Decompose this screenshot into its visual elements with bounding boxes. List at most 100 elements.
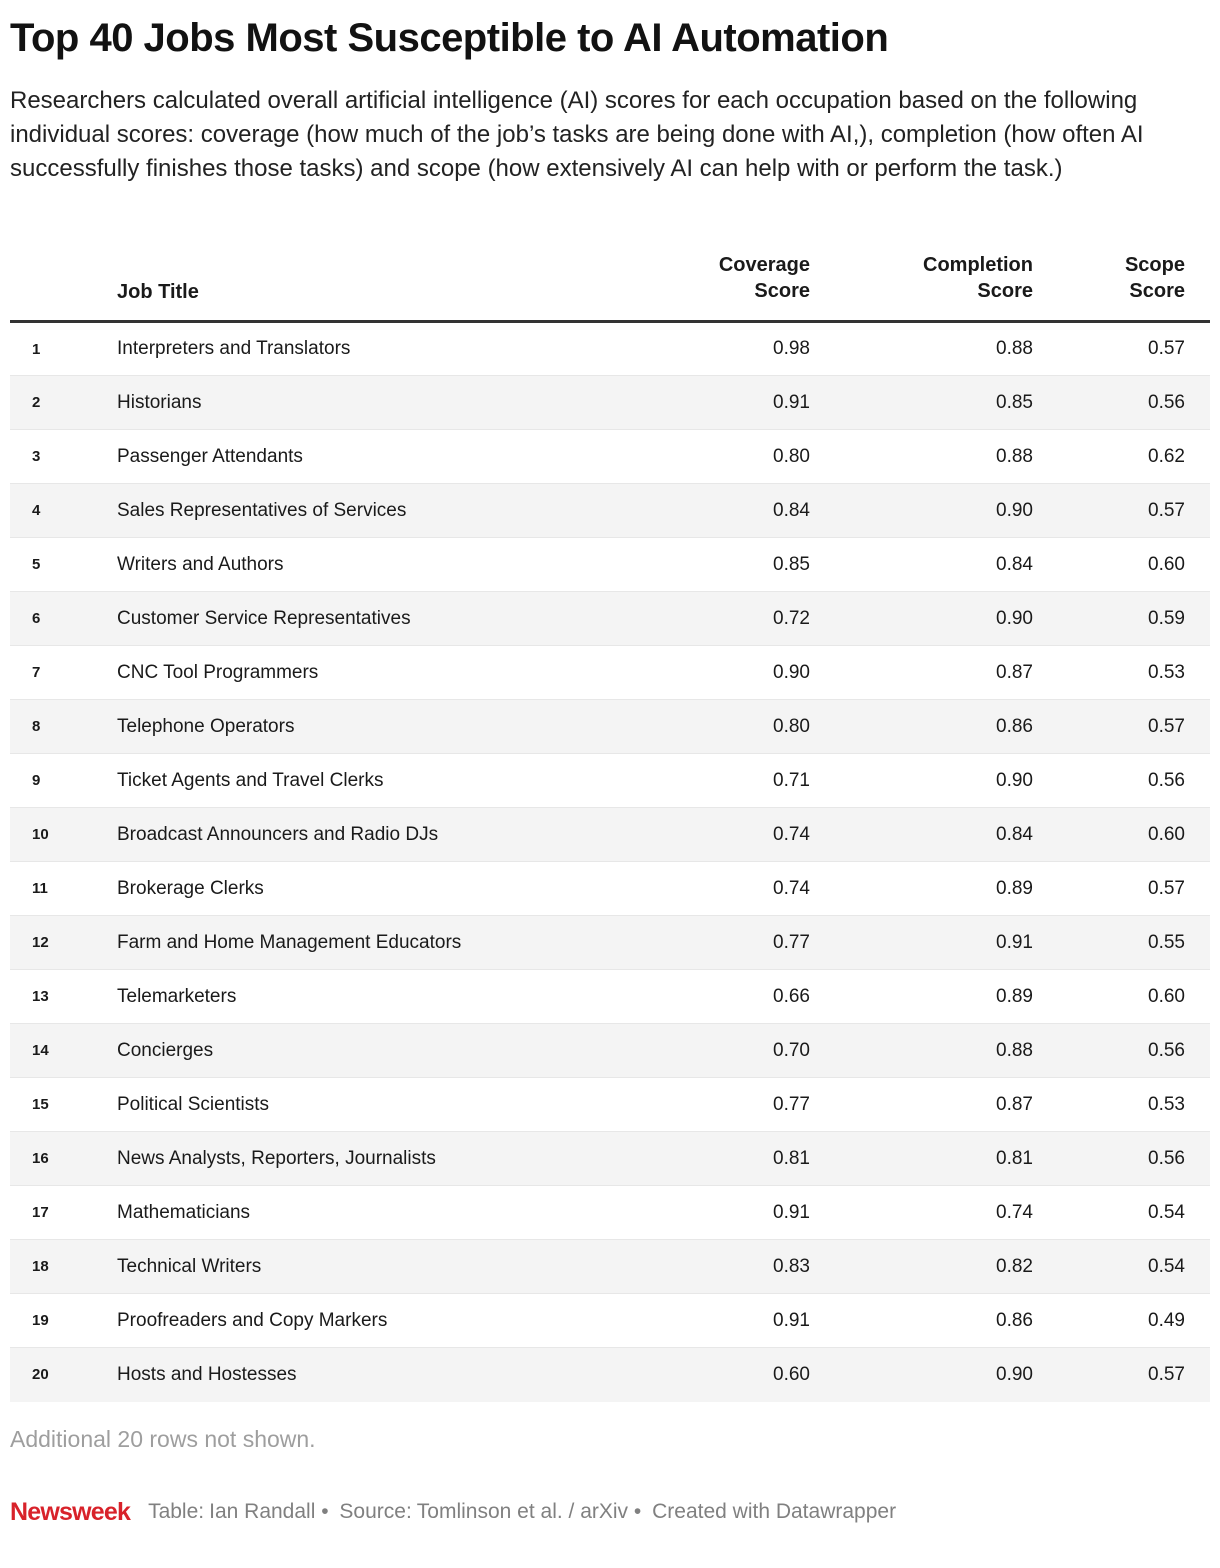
rank-cell: 7 [32,664,41,681]
job-title-cell: CNC Tool Programmers [117,661,319,683]
completion-score-cell: 0.91 [996,931,1033,953]
completion-header-line2: Score [977,280,1033,302]
additional-rows-note: Additional 20 rows not shown. [10,1425,316,1452]
scope-score-cell: 0.56 [1148,1039,1185,1061]
completion-score-column-header: Completion Score [810,206,1033,323]
rank-cell: 17 [32,1204,49,1221]
job-title-cell: Telemarketers [117,985,237,1007]
coverage-header-line2: Score [754,280,810,302]
completion-score-cell: 0.81 [996,1147,1033,1169]
table-row: 8 Telephone Operators 0.80 0.86 0.57 [10,699,1210,754]
coverage-score-cell: 0.91 [773,1201,810,1223]
coverage-score-cell: 0.74 [773,877,810,899]
completion-score-cell: 0.88 [996,445,1033,467]
completion-score-cell: 0.85 [996,391,1033,413]
coverage-score-cell: 0.98 [773,338,810,359]
completion-score-cell: 0.87 [996,1093,1033,1115]
table-row: 16 News Analysts, Reporters, Journalists… [10,1131,1210,1186]
table-credit-link[interactable]: Ian Randall [209,1499,316,1523]
scope-score-cell: 0.56 [1148,391,1185,413]
table-row: 10 Broadcast Announcers and Radio DJs 0.… [10,807,1210,862]
datawrapper-credit-link[interactable]: Created with Datawrapper [652,1499,897,1523]
scope-score-cell: 0.49 [1148,1309,1185,1331]
chart-description: Researchers calculated overall artificia… [10,87,1144,182]
rank-cell: 16 [32,1150,49,1167]
completion-score-cell: 0.90 [996,1363,1033,1385]
coverage-score-cell: 0.60 [773,1363,810,1385]
rank-cell: 11 [32,880,48,897]
jobs-table: Job Title Coverage Score Completion Scor… [10,206,1210,1402]
coverage-score-cell: 0.66 [773,985,810,1007]
rank-cell: 15 [32,1096,49,1113]
rank-cell: 18 [32,1258,49,1275]
table-row: 12 Farm and Home Management Educators 0.… [10,915,1210,970]
table-header: Job Title Coverage Score Completion Scor… [10,206,1210,323]
table-row: 6 Customer Service Representatives 0.72 … [10,591,1210,646]
rank-cell: 13 [32,988,49,1005]
coverage-score-cell: 0.91 [773,391,810,413]
completion-score-cell: 0.84 [996,823,1033,845]
scope-score-cell: 0.56 [1148,769,1185,791]
scope-score-cell: 0.57 [1148,1363,1185,1385]
rank-cell: 2 [32,394,41,411]
scope-score-cell: 0.60 [1148,985,1185,1007]
scope-score-cell: 0.57 [1148,338,1185,359]
completion-score-cell: 0.82 [996,1255,1033,1277]
completion-score-cell: 0.89 [996,985,1033,1007]
coverage-score-cell: 0.74 [773,823,810,845]
job-title-cell: Proofreaders and Copy Markers [117,1309,388,1331]
job-title-cell: Customer Service Representatives [117,607,411,629]
job-title-cell: Telephone Operators [117,715,295,737]
rank-cell: 12 [32,934,49,951]
table-row: 14 Concierges 0.70 0.88 0.56 [10,1023,1210,1078]
table-header-row: Job Title Coverage Score Completion Scor… [10,206,1210,323]
completion-score-cell: 0.90 [996,607,1033,629]
job-title-cell: Hosts and Hostesses [117,1363,297,1385]
scope-header-line2: Score [1129,280,1185,302]
source-link[interactable]: Tomlinson et al. / arXiv [416,1499,629,1523]
rank-cell: 4 [32,502,41,519]
completion-score-cell: 0.86 [996,1309,1033,1331]
coverage-score-cell: 0.83 [773,1255,810,1277]
completion-score-cell: 0.89 [996,877,1033,899]
scope-score-cell: 0.60 [1148,823,1185,845]
rank-column-header [10,206,117,323]
table-row: 7 CNC Tool Programmers 0.90 0.87 0.53 [10,645,1210,700]
rank-cell: 5 [32,556,41,573]
table-row: 11 Brokerage Clerks 0.74 0.89 0.57 [10,861,1210,916]
scope-score-cell: 0.60 [1148,553,1185,575]
table-row: 15 Political Scientists 0.77 0.87 0.53 [10,1077,1210,1132]
coverage-score-cell: 0.85 [773,553,810,575]
table-body: 1 Interpreters and Translators 0.98 0.88… [10,322,1210,1402]
job-title-cell: Passenger Attendants [117,445,303,467]
newsweek-logo[interactable]: Newsweek [10,1497,131,1526]
job-title-cell: Political Scientists [117,1093,270,1115]
job-title-cell: Farm and Home Management Educators [117,931,462,953]
rank-cell: 8 [32,718,41,735]
rank-cell: 3 [32,448,41,465]
completion-score-cell: 0.87 [996,661,1033,683]
completion-header-line1: Completion [923,254,1033,276]
job-title-cell: Interpreters and Translators [117,338,351,359]
job-title-cell: Sales Representatives of Services [117,499,407,521]
completion-score-cell: 0.84 [996,553,1033,575]
table-row: 18 Technical Writers 0.83 0.82 0.54 [10,1239,1210,1294]
job-title-cell: Writers and Authors [117,553,284,575]
job-title-column-header: Job Title [117,206,507,323]
scope-score-cell: 0.57 [1148,877,1185,899]
rank-cell: 20 [32,1366,49,1384]
completion-score-cell: 0.88 [996,1039,1033,1061]
rank-cell: 10 [32,826,49,843]
table-row: 17 Mathematicians 0.91 0.74 0.54 [10,1185,1210,1240]
rank-cell: 19 [32,1312,49,1329]
coverage-score-cell: 0.81 [773,1147,810,1169]
source-label: Source: [339,1499,412,1523]
table-row: 2 Historians 0.91 0.85 0.56 [10,375,1210,430]
footer-bullet: • [321,1499,329,1523]
job-title-cell: Mathematicians [117,1201,251,1223]
table-row: 5 Writers and Authors 0.85 0.84 0.60 [10,537,1210,592]
coverage-score-cell: 0.90 [773,661,810,683]
coverage-score-cell: 0.77 [773,1093,810,1115]
coverage-score-cell: 0.71 [773,769,810,791]
coverage-score-cell: 0.80 [773,715,810,737]
